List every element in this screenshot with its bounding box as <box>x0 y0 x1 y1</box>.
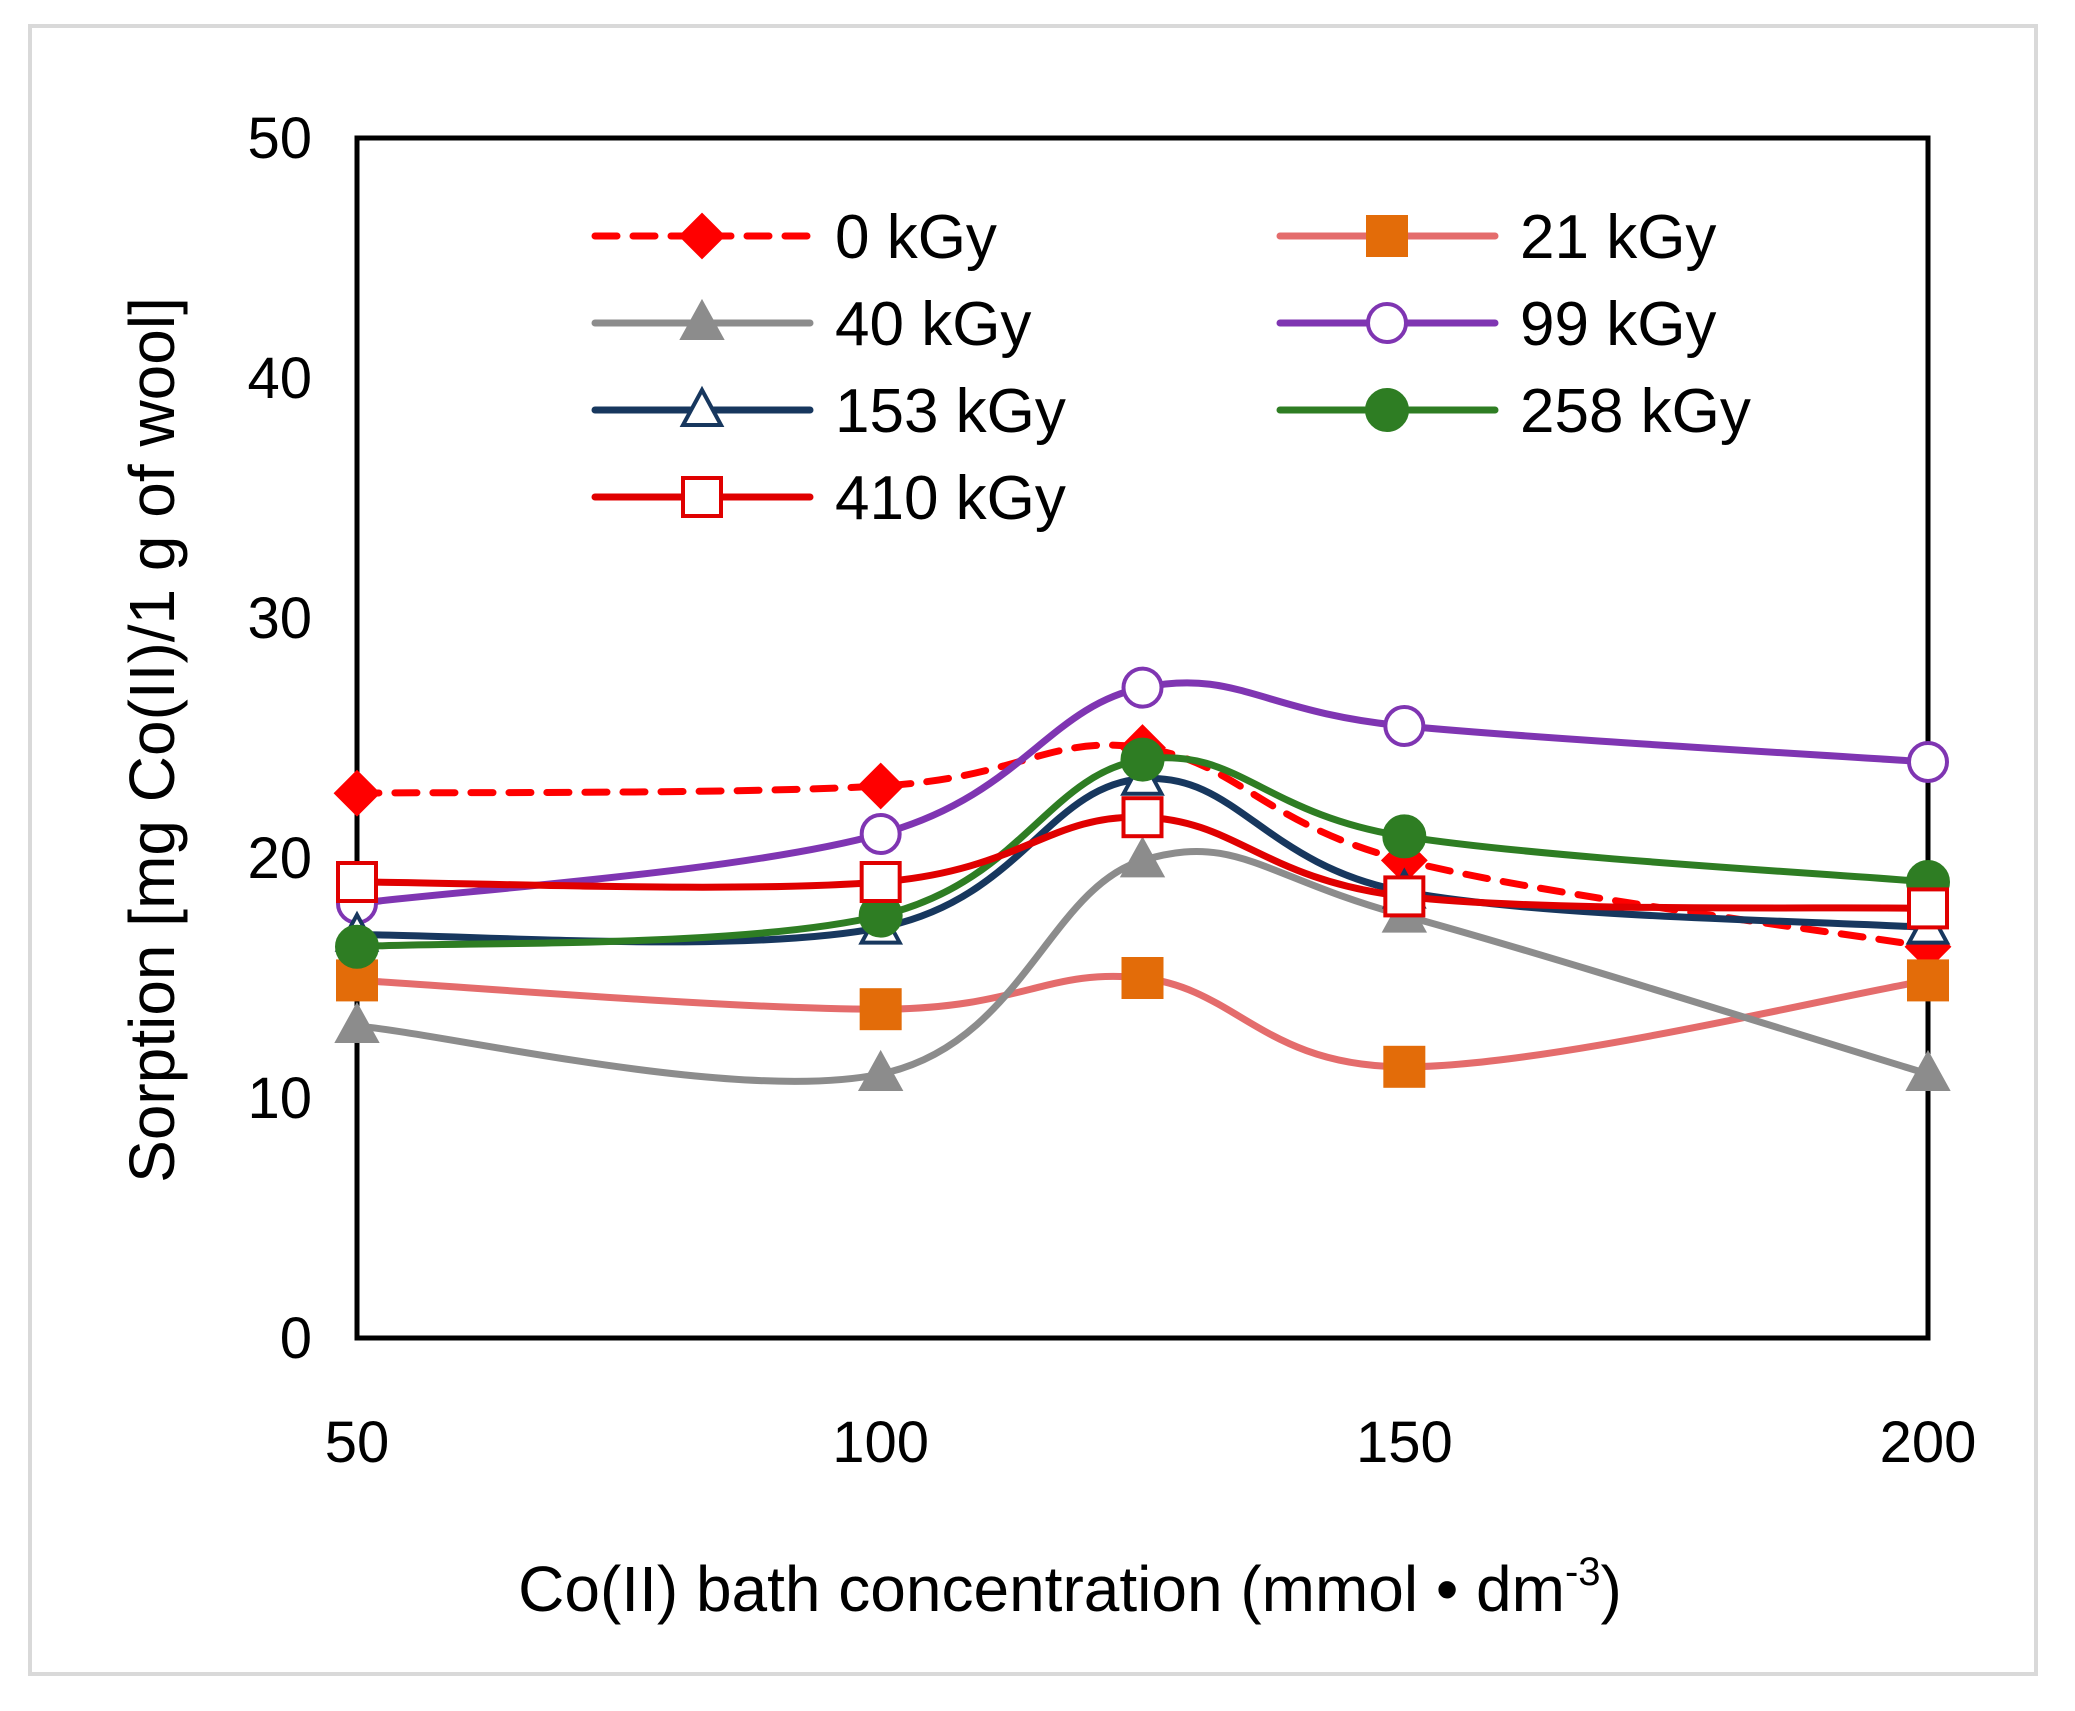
point-99-kgy-x100 <box>859 813 902 855</box>
point-0-kgy-x100 <box>857 762 905 810</box>
y-tick-label-50: 50 <box>247 106 312 171</box>
legend-marker-410-kgy <box>681 476 723 518</box>
point-410-kgy-x125 <box>1121 796 1164 839</box>
point-410-kgy-x50 <box>336 861 378 903</box>
x-axis-title: Co(II) bath concentration (mmol • dm-3) <box>518 1550 1622 1625</box>
legend-label-40-kgy: 40 kGy <box>835 290 1031 359</box>
legend-marker-153-kgy <box>679 385 725 427</box>
legend-entry-153-kgy: 153 kGy <box>591 377 1066 446</box>
point-21-kgy-x125 <box>1121 957 1164 999</box>
series-258-kgy <box>335 737 1950 969</box>
legend-marker-40-kgy <box>679 298 725 340</box>
point-40-kgy-x200 <box>1905 1049 1951 1091</box>
y-tick-label-10: 10 <box>247 1066 312 1131</box>
legend-entry-410-kgy: 410 kGy <box>591 464 1066 533</box>
point-258-kgy-x125 <box>1120 737 1165 782</box>
legend-entry-258-kgy: 258 kGy <box>1276 377 1751 446</box>
legend-entry-0-kgy: 0 kGy <box>591 203 997 272</box>
legend-marker-21-kgy <box>1366 215 1408 257</box>
point-40-kgy-x50 <box>334 1001 380 1043</box>
point-258-kgy-x150 <box>1382 814 1427 859</box>
legend-entry-99-kgy: 99 kGy <box>1276 290 1716 359</box>
legend-marker-258-kgy <box>1365 388 1409 432</box>
legend: 0 kGy 21 kGy 40 kGy 99 kGy 153 kGy 258 kGy 410… <box>591 203 1751 533</box>
y-tick-label-20: 20 <box>247 826 312 891</box>
figure-frame <box>28 24 2038 1676</box>
series-40-kgy <box>334 836 1951 1091</box>
y-tick-label-0: 0 <box>280 1306 312 1371</box>
x-tick-label-100: 100 <box>832 1410 929 1475</box>
x-tick-label-200: 200 <box>1880 1410 1977 1475</box>
legend-entry-40-kgy: 40 kGy <box>591 290 1031 359</box>
y-tick-label-30: 30 <box>247 586 312 651</box>
plot-area <box>354 135 1931 1341</box>
legend-marker-99-kgy <box>1366 302 1408 344</box>
series-line-0-kgy <box>353 741 1932 951</box>
point-410-kgy-x100 <box>859 861 902 903</box>
series-21-kgy <box>336 957 1949 1088</box>
axis-layer: 0 10 20 30 40 50 50 100 150 200 <box>247 106 1976 1475</box>
point-40-kgy-x125 <box>1119 836 1166 878</box>
series-410-kgy <box>336 796 1949 930</box>
legend-label-258-kgy: 258 kGy <box>1520 377 1751 446</box>
series-layer <box>333 666 1952 1091</box>
point-40-kgy-x100 <box>857 1049 904 1091</box>
point-21-kgy-x150 <box>1383 1045 1426 1088</box>
x-axis-title-suffix: ) <box>1601 1553 1622 1625</box>
point-258-kgy-x50 <box>335 924 379 969</box>
legend-label-153-kgy: 153 kGy <box>835 377 1066 446</box>
point-410-kgy-x150 <box>1383 875 1426 918</box>
x-axis-title-superscript: -3 <box>1565 1550 1601 1594</box>
point-0-kgy-x50 <box>333 769 381 817</box>
legend-label-21-kgy: 21 kGy <box>1520 203 1716 272</box>
x-tick-label-150: 150 <box>1356 1410 1453 1475</box>
x-tick-label-50: 50 <box>325 1410 390 1475</box>
y-axis-title: Sorption [mg Co(II)/1 g of wool] <box>116 297 188 1183</box>
point-21-kgy-x200 <box>1907 959 1949 1002</box>
point-99-kgy-x125 <box>1121 666 1164 709</box>
legend-marker-0-kgy <box>678 212 726 260</box>
point-21-kgy-x100 <box>859 988 902 1031</box>
y-tick-label-40: 40 <box>247 346 312 411</box>
point-99-kgy-x150 <box>1383 705 1426 747</box>
legend-label-410-kgy: 410 kGy <box>835 464 1066 533</box>
point-99-kgy-x200 <box>1907 741 1949 783</box>
legend-entry-21-kgy: 21 kGy <box>1276 203 1716 272</box>
legend-label-99-kgy: 99 kGy <box>1520 290 1716 359</box>
point-410-kgy-x200 <box>1907 887 1949 930</box>
legend-label-0-kgy: 0 kGy <box>835 203 997 272</box>
x-axis-title-main: Co(II) bath concentration (mmol • dm <box>518 1553 1565 1625</box>
